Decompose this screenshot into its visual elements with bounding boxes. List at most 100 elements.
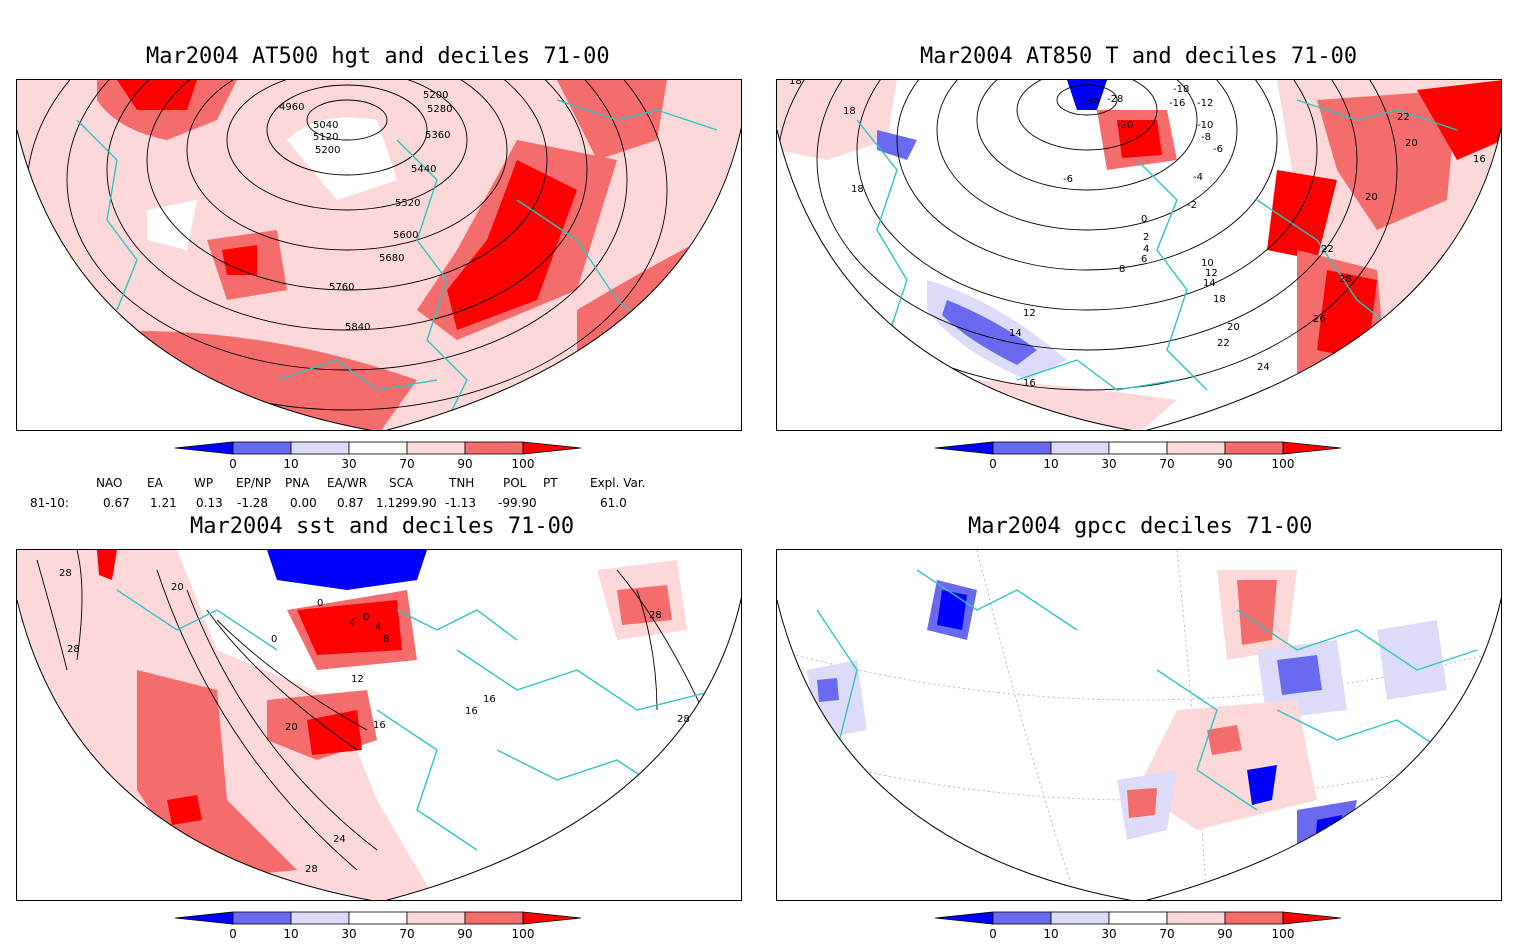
colorbar-tick-label: 30 — [341, 457, 356, 470]
contour-label: 8 — [1119, 264, 1125, 275]
colorbar-tick-label: 30 — [1101, 927, 1116, 940]
contour-label: 20 — [171, 582, 184, 593]
contour-label: 4 — [349, 618, 355, 629]
map-panel-at850[interactable]: -30 -28 -20 -18 -16 -12 -10 -8 -6 -6 -4 … — [776, 79, 1502, 431]
contour-label: -30 — [1083, 96, 1099, 107]
contour-label: 28 — [305, 864, 318, 875]
contour-label: 28 — [1339, 274, 1352, 285]
contour-label: 5600 — [393, 230, 418, 241]
contour-label: 18 — [789, 80, 802, 87]
panel-title-at850: Mar2004 AT850 T and deciles 71-00 — [920, 44, 1358, 69]
contour-label: 24 — [1257, 362, 1270, 373]
colorbar-segment — [992, 911, 1052, 925]
contour-label: 5440 — [411, 164, 436, 175]
contour-label: 2 — [1143, 232, 1149, 243]
contour-label: -2 — [1187, 200, 1197, 211]
colorbar-tick-label: 10 — [283, 927, 298, 940]
index-header: EA — [147, 476, 163, 490]
colorbar-segment — [992, 441, 1052, 455]
index-value: -99.90 — [398, 496, 437, 510]
contour-label: 18 — [851, 184, 864, 195]
contour-label: 5520 — [395, 198, 420, 209]
colorbar-segment — [464, 911, 524, 925]
contour-label: 5280 — [427, 104, 452, 115]
index-value: 0.87 — [337, 496, 364, 510]
colorbar-tick-label: 0 — [989, 457, 997, 470]
index-value: 0.67 — [103, 496, 130, 510]
colorbar-tick-label: 90 — [1217, 927, 1232, 940]
colorbar-segment — [1108, 911, 1168, 925]
contour-label: 5200 — [423, 90, 448, 101]
map-panel-at500[interactable]: 4960 5040 5120 5200 5200 5280 5360 5440 … — [16, 79, 742, 431]
contour-label: 14 — [1203, 278, 1216, 289]
contour-label: 22 — [1397, 112, 1410, 123]
contour-label: 5360 — [425, 130, 450, 141]
index-value: 1.12 — [376, 496, 403, 510]
contour-label: 12 — [351, 674, 364, 685]
index-header: EP/NP — [236, 476, 272, 490]
map-panel-gpcc[interactable] — [776, 549, 1502, 901]
index-header-row: NAO EA WP EP/NP PNA EA/WR SCA TNH POL PT Expl. Var… — [0, 476, 760, 490]
colorbar-segment — [934, 441, 994, 455]
contour-label: 0 — [363, 612, 369, 623]
contour-label: -28 — [1107, 94, 1123, 105]
contour-label: 10 — [1201, 258, 1214, 269]
colorbar-tick-label: 30 — [1101, 457, 1116, 470]
colorbar-segment — [1050, 441, 1110, 455]
colorbar-segment — [1108, 441, 1168, 455]
colorbar-segment — [1282, 441, 1342, 455]
colorbar-tick-label: 70 — [399, 927, 414, 940]
contour-label: 20 — [1227, 322, 1240, 333]
index-value: 0.13 — [196, 496, 223, 510]
contour-label: -18 — [1173, 84, 1189, 95]
colorbar-segment — [464, 441, 524, 455]
contour-label: 16 — [1473, 154, 1486, 165]
contour-label: 5840 — [345, 322, 370, 333]
colorbar-segment — [1282, 911, 1342, 925]
contour-label: 12 — [1023, 308, 1036, 319]
contour-label: 0 — [317, 598, 323, 609]
contour-label: -16 — [1169, 98, 1185, 109]
index-header: PNA — [285, 476, 310, 490]
index-header: TNH — [449, 476, 475, 490]
index-row-label: 81-10: — [30, 496, 69, 510]
contour-label: 5120 — [313, 132, 338, 143]
colorbar-segment — [348, 911, 408, 925]
contour-label: 16 — [373, 720, 386, 731]
index-value: -99.90 — [498, 496, 537, 510]
colorbar-tick-label: 100 — [1272, 457, 1295, 470]
contour-label: 26 — [1313, 314, 1326, 325]
index-value-row: 81-10: 0.67 1.21 0.13 -1.28 0.00 0.87 1.12 -99.9… — [0, 496, 760, 510]
colorbar-segment — [290, 911, 350, 925]
colorbar-tick-label: 10 — [1043, 927, 1058, 940]
contour-label: 4 — [1143, 244, 1149, 255]
colorbar-segment — [522, 911, 582, 925]
colorbar-tick-label: 70 — [1159, 927, 1174, 940]
map-panel-sst[interactable]: 28 28 20 0 4 0 4 8 0 12 16 20 24 28 28 2… — [16, 549, 742, 901]
contour-label: -20 — [1117, 120, 1133, 131]
contour-label: 28 — [67, 644, 80, 655]
index-value: 61.0 — [600, 496, 627, 510]
colorbar-segment — [290, 441, 350, 455]
colorbar-segment — [174, 441, 234, 455]
contour-label: 14 — [1009, 328, 1022, 339]
contour-label: 18 — [843, 106, 856, 117]
contour-label: 20 — [1405, 138, 1418, 149]
index-header: Expl. Var. — [590, 476, 646, 490]
contour-label: 5040 — [313, 120, 338, 131]
colorbar-tick-label: 0 — [229, 927, 237, 940]
index-value: 1.21 — [150, 496, 177, 510]
colorbar-segment — [522, 441, 582, 455]
colorbar-tick-label: 100 — [1272, 927, 1295, 940]
colorbar-segment — [232, 911, 292, 925]
colorbar-segment — [1224, 441, 1284, 455]
colorbar-tick-label: 90 — [457, 927, 472, 940]
contour-label: -8 — [1201, 132, 1211, 143]
contour-label: 28 — [649, 610, 662, 621]
colorbar-tick-label: 100 — [512, 927, 535, 940]
contour-label: 22 — [1217, 338, 1230, 349]
contour-label: 28 — [59, 568, 72, 579]
contour-label: 4960 — [279, 102, 304, 113]
colorbar-segment — [934, 911, 994, 925]
index-value: -1.28 — [237, 496, 269, 510]
